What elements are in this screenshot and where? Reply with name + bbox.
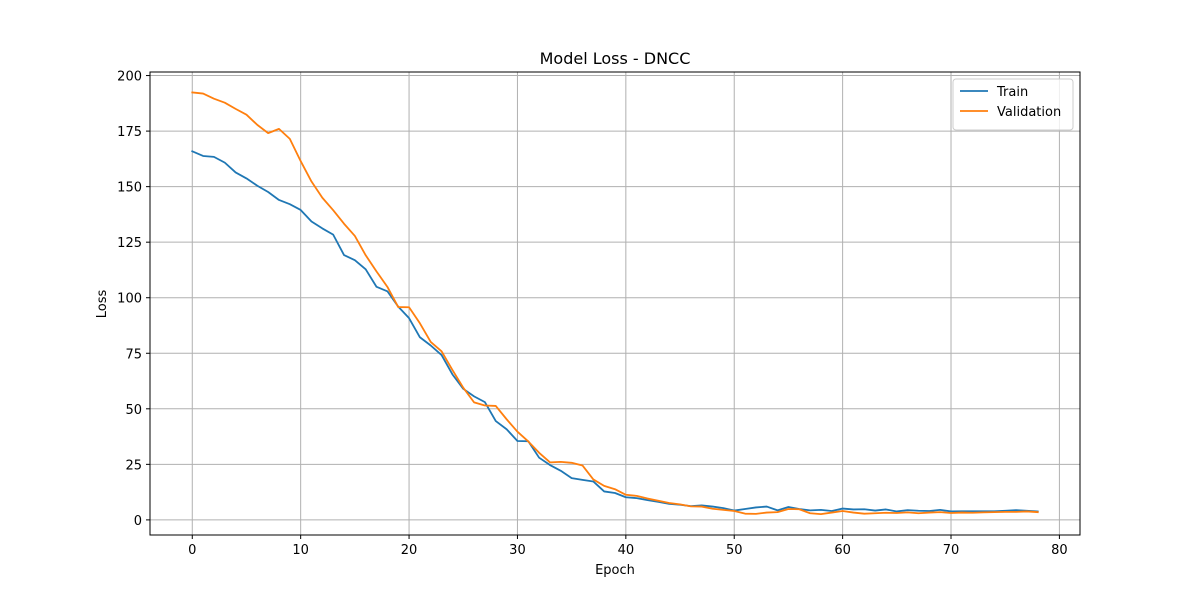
- series-line-train: [191, 150, 1039, 513]
- x-tick-label: 70: [943, 543, 960, 558]
- legend-label-train: Train: [996, 85, 1028, 100]
- x-tick-label: 30: [509, 543, 526, 558]
- x-tick-label: 40: [618, 543, 635, 558]
- y-tick-label: 100: [117, 292, 142, 307]
- x-tick-label: 20: [401, 543, 418, 558]
- y-tick-label: 150: [117, 181, 142, 196]
- y-tick-label: 0: [134, 514, 142, 529]
- y-tick-label: 25: [125, 458, 142, 473]
- x-tick-label: 60: [834, 543, 851, 558]
- y-tick-label: 125: [117, 236, 142, 251]
- y-tick-label: 50: [125, 403, 142, 418]
- legend: Train Validation: [952, 78, 1074, 131]
- ticks: 0 10 20 30 40 50 60 70 80 0 25 50 75 100 125 150 175 200: [117, 70, 1068, 558]
- y-axis-label: Loss: [95, 290, 110, 319]
- x-tick-label: 10: [292, 543, 309, 558]
- y-tick-label: 200: [117, 70, 142, 85]
- plot-frame: [149, 71, 1081, 536]
- series-lines: [191, 91, 1039, 516]
- x-tick-label: 50: [726, 543, 743, 558]
- x-axis-label: Epoch: [595, 563, 635, 578]
- x-tick-label: 0: [188, 543, 196, 558]
- grid: [150, 72, 1080, 535]
- chart-title: Model Loss - DNCC: [540, 49, 691, 68]
- legend-label-validation: Validation: [997, 105, 1061, 120]
- y-tick-label: 175: [117, 125, 142, 140]
- x-tick-label: 80: [1051, 543, 1068, 558]
- y-tick-label: 75: [125, 347, 142, 362]
- series-line-validation: [191, 91, 1039, 516]
